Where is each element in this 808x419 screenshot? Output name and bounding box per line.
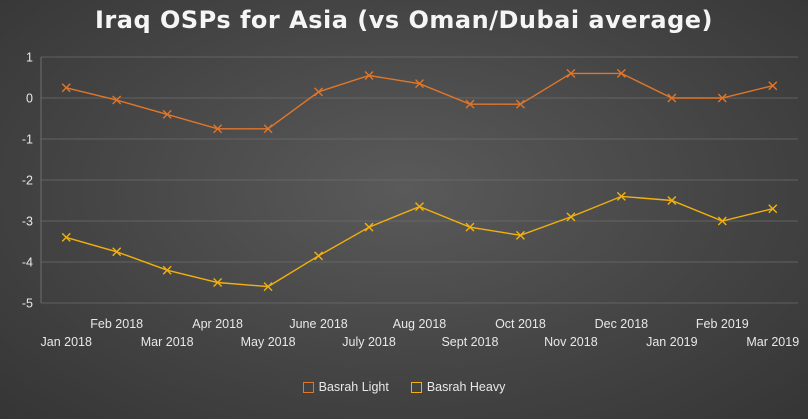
data-point-marker xyxy=(515,230,525,240)
x-tick-label: Apr 2018 xyxy=(192,317,243,331)
y-tick-label: -1 xyxy=(22,133,33,147)
x-tick-label: May 2018 xyxy=(241,335,296,349)
data-point-marker xyxy=(415,79,424,89)
data-point-marker xyxy=(768,204,778,214)
legend-label: Basrah Light xyxy=(318,380,389,394)
legend-swatch xyxy=(302,381,314,393)
data-point-marker xyxy=(515,99,525,109)
legend-item: Basrah Heavy xyxy=(410,380,506,394)
x-tick-label: Dec 2018 xyxy=(595,317,649,331)
chart-title: Iraq OSPs for Asia (vs Oman/Dubai averag… xyxy=(95,6,713,34)
x-tick-label: Oct 2018 xyxy=(495,317,546,331)
data-point-marker xyxy=(465,222,475,232)
x-tick-label: Aug 2018 xyxy=(393,317,447,331)
data-point-marker xyxy=(717,93,727,103)
legend-swatch xyxy=(410,381,422,393)
x-tick-label: Mar 2019 xyxy=(746,335,799,349)
data-point-marker xyxy=(616,68,626,78)
data-point-marker xyxy=(465,99,475,109)
y-tick-label: -2 xyxy=(22,174,33,188)
data-point-marker xyxy=(566,212,576,222)
data-point-marker xyxy=(364,70,374,80)
data-point-marker xyxy=(717,216,727,226)
x-tick-label: Mar 2018 xyxy=(141,335,194,349)
legend: Basrah Light Basrah Heavy xyxy=(0,380,808,394)
data-point-marker xyxy=(112,95,122,105)
data-point-marker xyxy=(667,93,677,103)
data-point-marker xyxy=(566,68,576,78)
series-line-basrah-light xyxy=(66,72,773,130)
x-tick-label: Feb 2018 xyxy=(90,317,143,331)
x-tick-label: Jan 2019 xyxy=(646,335,697,349)
data-point-marker xyxy=(314,87,324,97)
series-line-basrah-heavy xyxy=(66,195,773,288)
data-point-marker xyxy=(61,232,71,242)
data-point-marker xyxy=(112,247,122,257)
x-tick-label: Jan 2018 xyxy=(41,335,92,349)
y-tick-label: -5 xyxy=(22,297,33,311)
data-point-marker xyxy=(213,124,223,134)
x-tick-label: July 2018 xyxy=(342,335,396,349)
data-point-marker xyxy=(263,124,273,134)
y-tick-label: 0 xyxy=(26,92,33,106)
data-point-marker xyxy=(213,278,223,287)
data-point-marker xyxy=(314,251,324,261)
legend-label: Basrah Heavy xyxy=(426,380,506,394)
data-point-marker xyxy=(364,222,374,232)
y-tick-label: 1 xyxy=(26,51,33,65)
data-point-marker xyxy=(263,282,273,292)
data-point-marker xyxy=(415,202,424,212)
x-tick-label: Nov 2018 xyxy=(544,335,598,349)
data-point-marker xyxy=(616,191,626,201)
data-point-marker xyxy=(162,265,172,275)
y-tick-label: -4 xyxy=(22,256,33,270)
data-point-marker xyxy=(162,109,172,119)
x-tick-label: Sept 2018 xyxy=(441,335,498,349)
legend-item: Basrah Light xyxy=(302,380,389,394)
data-point-marker xyxy=(61,83,71,93)
y-tick-label: -3 xyxy=(22,215,33,229)
x-tick-label: June 2018 xyxy=(289,317,347,331)
data-point-marker xyxy=(768,81,778,91)
x-tick-label: Feb 2019 xyxy=(696,317,749,331)
data-point-marker xyxy=(667,196,677,205)
